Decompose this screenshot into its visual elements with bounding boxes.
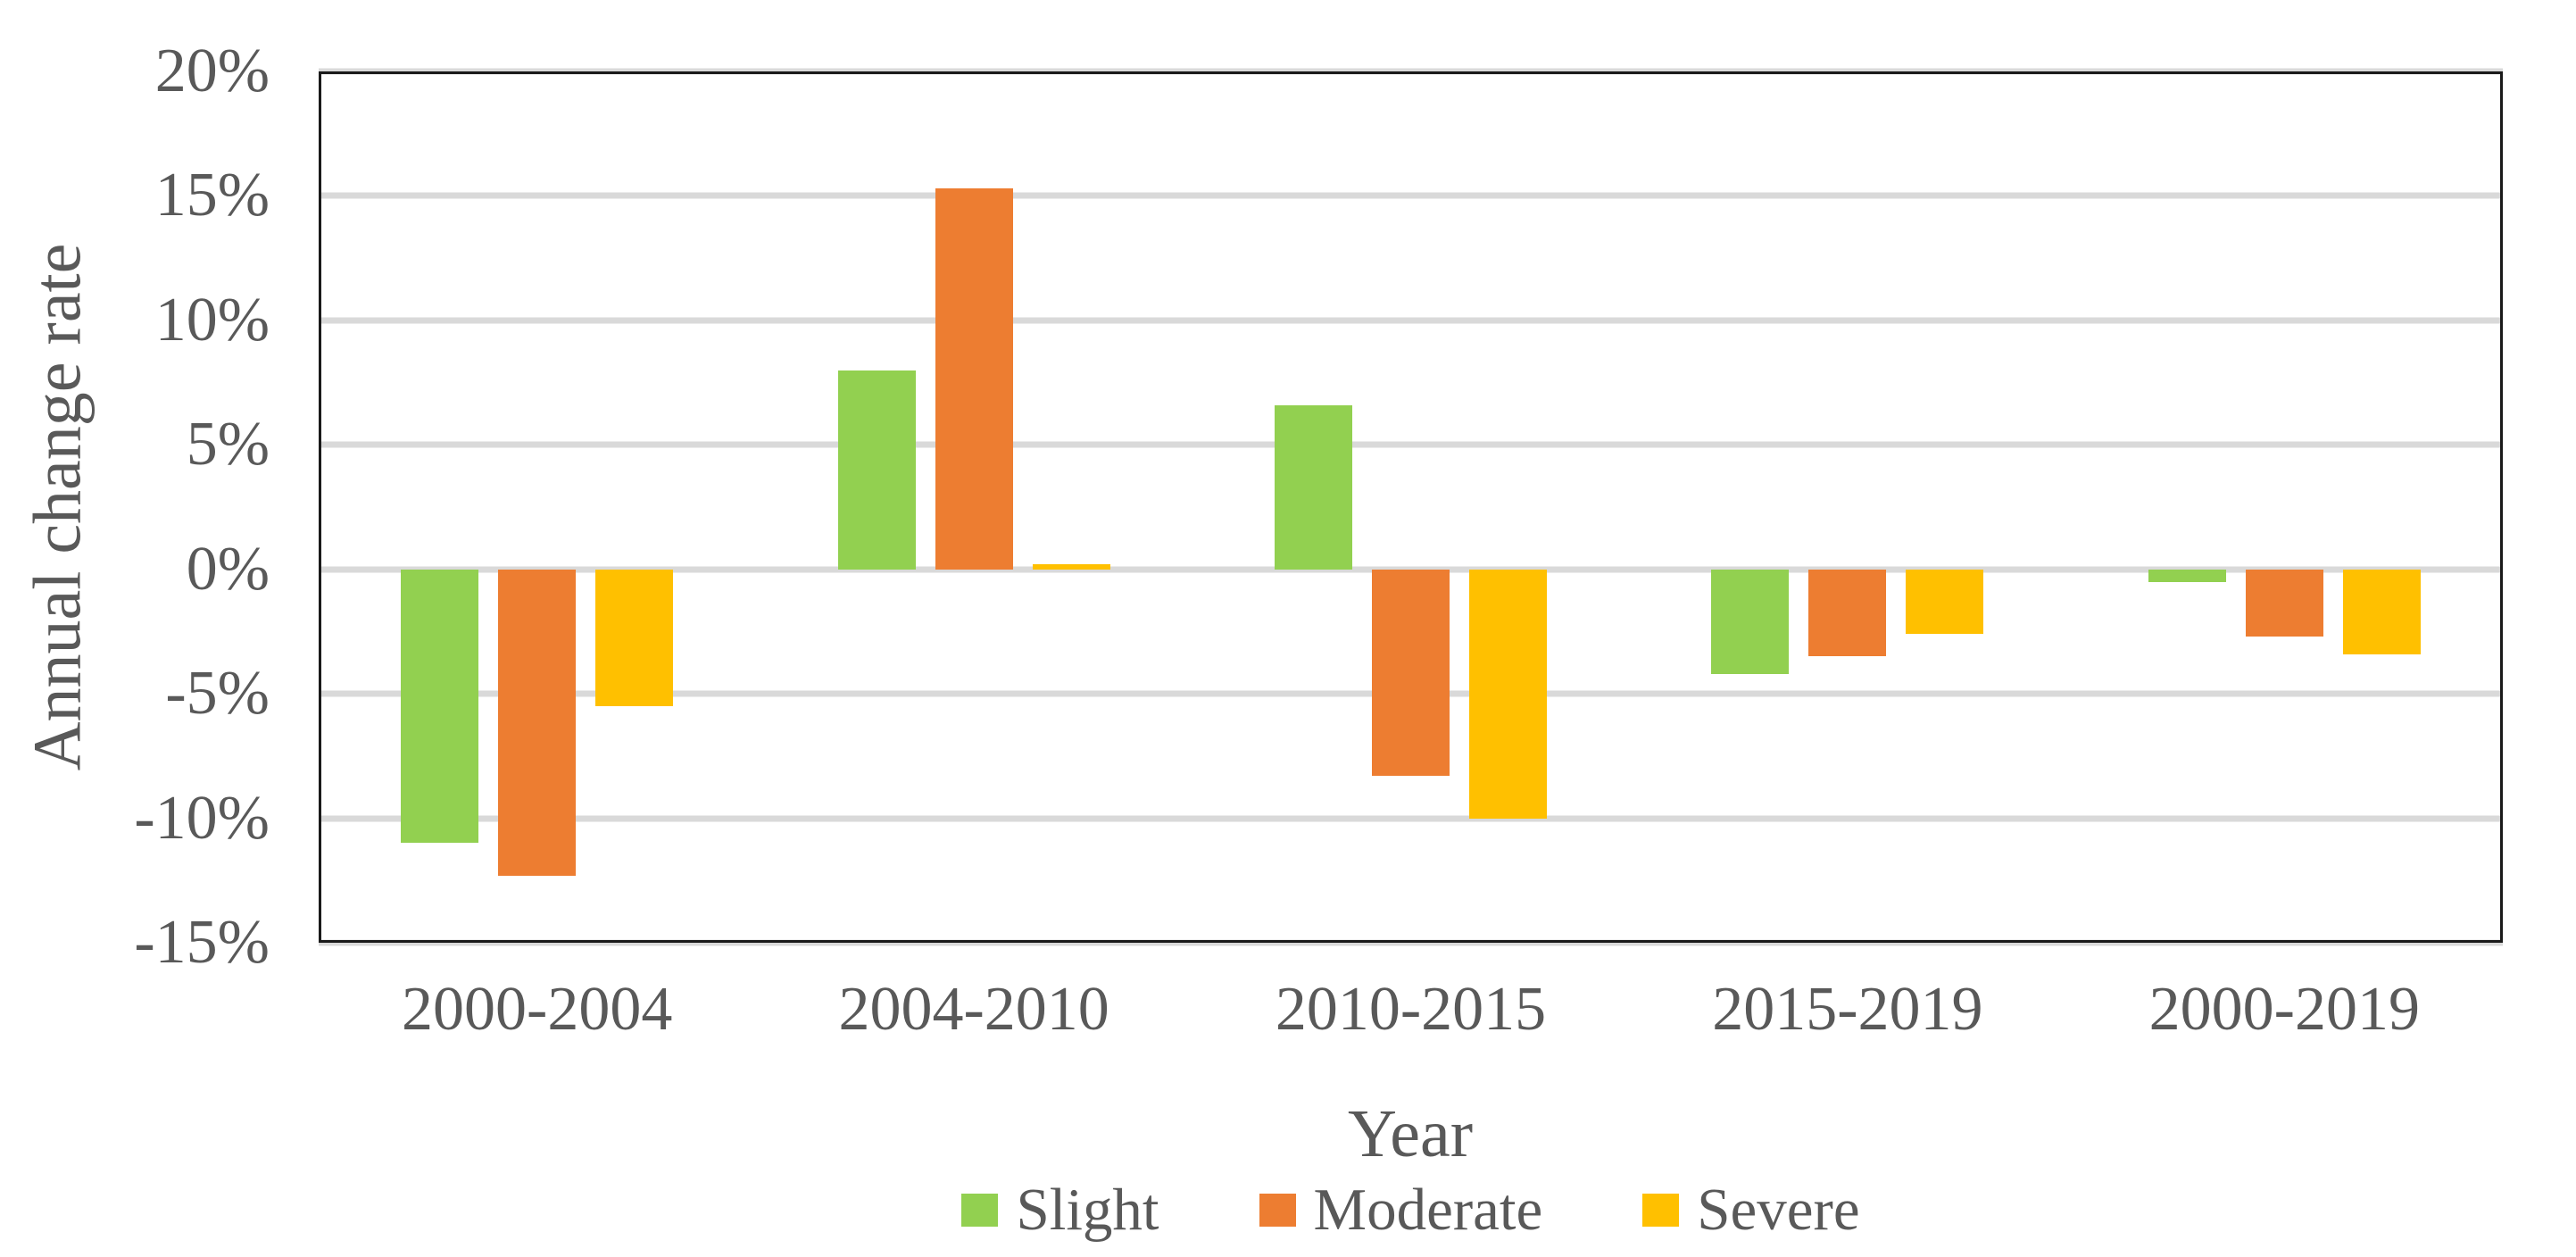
- y-tick-label: 0%: [186, 534, 270, 604]
- gridline-15: [319, 192, 2503, 199]
- legend-item-slight: Slight: [961, 1176, 1159, 1243]
- x-category-label: 2010-2015: [1275, 975, 1547, 1044]
- plot-area: [319, 68, 2503, 946]
- legend-item-severe: Severe: [1642, 1176, 1860, 1243]
- y-tick-label: -15%: [134, 908, 270, 977]
- gridline--15: [319, 939, 2503, 946]
- bar-severe-2000-2004: [595, 569, 674, 707]
- bar-moderate-2004-2010: [935, 188, 1013, 570]
- bar-moderate-2010-2015: [1372, 569, 1450, 777]
- bar-slight-2010-2015: [1275, 404, 1352, 570]
- legend-label: Severe: [1697, 1176, 1860, 1243]
- x-category-label: 2000-2004: [402, 975, 673, 1044]
- x-category-label: 2004-2010: [838, 975, 1109, 1044]
- bar-slight-2015-2019: [1711, 569, 1790, 674]
- gridline-10: [319, 317, 2503, 324]
- plot-border: [319, 71, 2503, 943]
- legend: Slight Moderate Severe: [319, 1174, 2503, 1245]
- y-tick-label: -5%: [165, 659, 270, 728]
- legend-swatch-icon: [1642, 1193, 1680, 1227]
- gridline-5: [319, 441, 2503, 448]
- gridline--10: [319, 815, 2503, 822]
- y-tick-label: 10%: [154, 285, 270, 354]
- x-category-label: 2000-2019: [2148, 975, 2420, 1044]
- bar-severe-2010-2015: [1469, 569, 1547, 819]
- y-tick-label: 15%: [154, 161, 270, 230]
- legend-swatch-icon: [961, 1193, 999, 1227]
- y-tick-label: 5%: [186, 410, 270, 479]
- gridline-20: [319, 68, 2503, 75]
- bar-moderate-2000-2004: [498, 569, 577, 876]
- bar-moderate-2015-2019: [1808, 569, 1887, 657]
- legend-label: Slight: [1016, 1176, 1159, 1243]
- bar-severe-2004-2010: [1032, 564, 1110, 570]
- legend-swatch-icon: [1259, 1193, 1296, 1227]
- bar-slight-2004-2010: [837, 370, 916, 570]
- bar-moderate-2000-2019: [2245, 569, 2323, 637]
- x-category-label: 2015-2019: [1712, 975, 1983, 1044]
- bar-slight-2000-2019: [2148, 569, 2226, 582]
- bar-severe-2000-2019: [2342, 569, 2421, 654]
- x-axis-title: Year: [1347, 1096, 1474, 1171]
- y-axis-title: Annual change rate: [20, 243, 96, 771]
- legend-item-moderate: Moderate: [1259, 1176, 1543, 1243]
- legend-label: Moderate: [1313, 1176, 1543, 1243]
- y-tick-label: -10%: [134, 783, 270, 853]
- bar-slight-2000-2004: [401, 569, 479, 844]
- y-tick-label: 20%: [154, 37, 270, 105]
- bar-severe-2015-2019: [1906, 569, 1984, 635]
